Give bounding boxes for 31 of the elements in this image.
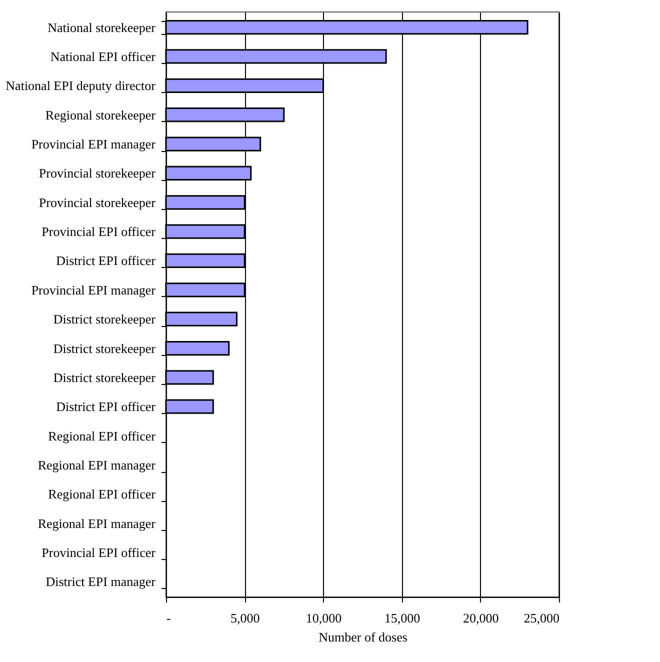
bar xyxy=(165,340,230,356)
y-tick-label: District storekeeper xyxy=(53,370,156,385)
y-tick-label: National storekeeper xyxy=(48,20,156,35)
x-tick-label: 25,000 xyxy=(524,610,560,626)
y-tick-label: District EPI officer xyxy=(56,399,156,414)
y-tick-label: District storekeeper xyxy=(53,340,156,356)
x-tick-label: - xyxy=(166,610,171,626)
y-tick-label: District EPI manager xyxy=(46,574,156,590)
y-tick-label: District storekeeper xyxy=(53,312,156,327)
y-tick-label: Provincial EPI officer xyxy=(42,224,156,240)
y-tick-label: Provincial storekeeper xyxy=(38,194,156,210)
x-axis-title: Number of doses xyxy=(318,630,408,644)
bar xyxy=(165,370,214,385)
y-tick-label: District EPI officer xyxy=(56,253,156,268)
y-tick-label: Provincial EPI manager xyxy=(31,136,156,152)
y-tick-label: National EPI deputy director xyxy=(6,78,156,94)
x-tick-label: 10,000 xyxy=(306,610,342,626)
y-tick-label: Regional EPI officer xyxy=(48,428,156,444)
y-tick-label: Regional storekeeper xyxy=(45,107,156,122)
bar xyxy=(165,399,214,414)
bar xyxy=(165,312,238,326)
y-tick-label: Regional EPI manager xyxy=(38,457,156,472)
y-tick-label: National EPI officer xyxy=(50,48,156,64)
y-tick-label: Regional EPI manager xyxy=(38,516,156,531)
y-tick-label: Provincial EPI manager xyxy=(31,282,156,298)
x-tick-label: 5,000 xyxy=(230,610,260,626)
x-tick-label: 20,000 xyxy=(463,610,499,626)
y-tick-label: Regional EPI officer xyxy=(48,486,156,502)
y-tick-label: Provincial storekeeper xyxy=(38,166,156,181)
y-tick-label: Provincial EPI officer xyxy=(42,545,156,560)
x-tick-label: 15,000 xyxy=(384,610,420,626)
